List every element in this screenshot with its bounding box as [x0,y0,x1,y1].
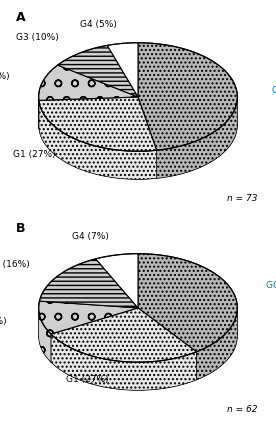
Polygon shape [39,308,237,390]
Polygon shape [138,43,237,150]
Text: G2 (11%): G2 (11%) [0,72,9,81]
Text: B: B [16,221,26,235]
Text: G3 (16%): G3 (16%) [0,260,30,269]
Polygon shape [51,334,197,390]
Polygon shape [39,97,237,179]
Text: n = 62: n = 62 [227,405,257,414]
Polygon shape [39,301,138,334]
Polygon shape [138,254,237,352]
Ellipse shape [39,71,237,179]
Text: G0 (40%): G0 (40%) [266,281,276,290]
Polygon shape [51,308,197,362]
Polygon shape [39,65,138,100]
Ellipse shape [39,282,237,390]
Text: G0 (47%): G0 (47%) [272,85,276,94]
Polygon shape [39,100,156,179]
Polygon shape [107,43,138,97]
Text: G3 (10%): G3 (10%) [16,33,59,42]
Text: G4 (5%): G4 (5%) [80,20,117,29]
Text: G4 (7%): G4 (7%) [72,232,109,241]
Text: G2 (10%): G2 (10%) [0,317,6,326]
Polygon shape [197,308,237,380]
Polygon shape [58,45,138,97]
Text: A: A [16,11,26,24]
Text: G1 (27%): G1 (27%) [13,150,56,159]
Polygon shape [39,97,156,151]
Text: n = 73: n = 73 [227,194,257,203]
Polygon shape [39,259,138,308]
Polygon shape [96,254,138,308]
Polygon shape [39,308,51,362]
Polygon shape [156,97,237,178]
Text: G1 (27%): G1 (27%) [66,375,109,384]
